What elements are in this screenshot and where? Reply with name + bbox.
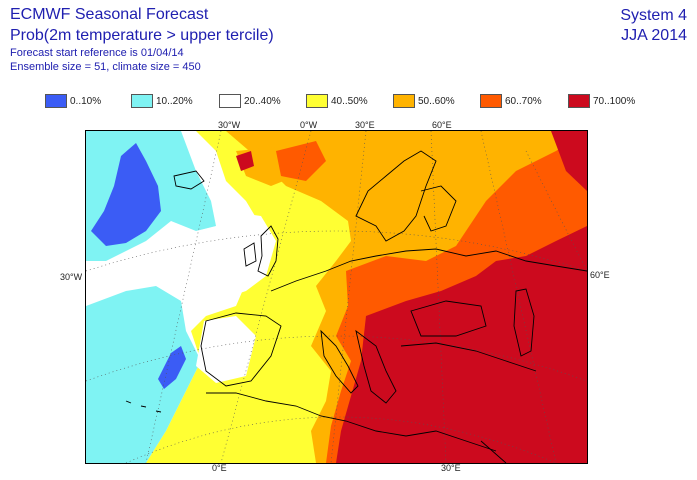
legend-label: 0..10% [70, 95, 102, 107]
legend-item: 50..60% [393, 94, 455, 108]
legend-label: 50..60% [418, 95, 455, 107]
left-axis-label: 30°W [60, 272, 83, 282]
ensemble-info: Ensemble size = 51, climate size = 450 [10, 61, 201, 73]
legend-swatch [131, 94, 153, 108]
top-axis-label: 30°E [355, 120, 375, 130]
season-label: JJA 2014 [621, 27, 687, 44]
top-axis-label: 60°E [432, 120, 452, 130]
map-title: ECMWF Seasonal Forecast [10, 6, 209, 23]
forecast-start: Forecast start reference is 01/04/14 [10, 47, 184, 59]
legend-swatch [219, 94, 241, 108]
white-atlantic-patch [196, 211, 276, 301]
legend-item: 40..50% [306, 94, 368, 108]
legend-label: 20..40% [244, 95, 281, 107]
bottom-axis-label: 30°E [441, 463, 461, 473]
map-subtitle: Prob(2m temperature > upper tercile) [10, 27, 274, 44]
bottom-axis-label: 0°E [212, 463, 227, 473]
legend-swatch [480, 94, 502, 108]
legend-label: 70..100% [593, 95, 636, 107]
system-label: System 4 [620, 7, 687, 24]
dark-red-region [336, 226, 587, 463]
blue-region-north [91, 143, 161, 246]
dark-red-patch-north [236, 151, 254, 171]
legend-item: 20..40% [219, 94, 281, 108]
top-axis-label: 0°W [300, 120, 318, 130]
legend-label: 40..50% [331, 95, 368, 107]
legend-label: 10..20% [156, 95, 193, 107]
legend-item: 70..100% [568, 94, 635, 108]
system-info: System 4 JJA 2014 [620, 6, 687, 46]
red-orange-patch-north [276, 141, 326, 181]
cyan-region-south [86, 286, 201, 463]
map-svg [86, 131, 587, 463]
legend-item: 10..20% [131, 94, 193, 108]
probability-map [85, 130, 588, 464]
blue-region-south [158, 346, 186, 389]
graticule [86, 131, 587, 463]
legend: 0..10% 10..20% 20..40% 40..50% 50..60% 6… [0, 94, 697, 110]
legend-swatch [306, 94, 328, 108]
top-axis-label: 30°W [218, 120, 241, 130]
coastlines [125, 150, 587, 463]
legend-item: 0..10% [45, 94, 101, 108]
legend-label: 60..70% [505, 95, 542, 107]
legend-swatch [393, 94, 415, 108]
legend-swatch [45, 94, 67, 108]
white-iberia-patch [196, 316, 256, 383]
dark-red-region-northeast [551, 131, 587, 191]
right-axis-label: 60°E [590, 270, 610, 280]
legend-swatch [568, 94, 590, 108]
legend-item: 60..70% [480, 94, 542, 108]
